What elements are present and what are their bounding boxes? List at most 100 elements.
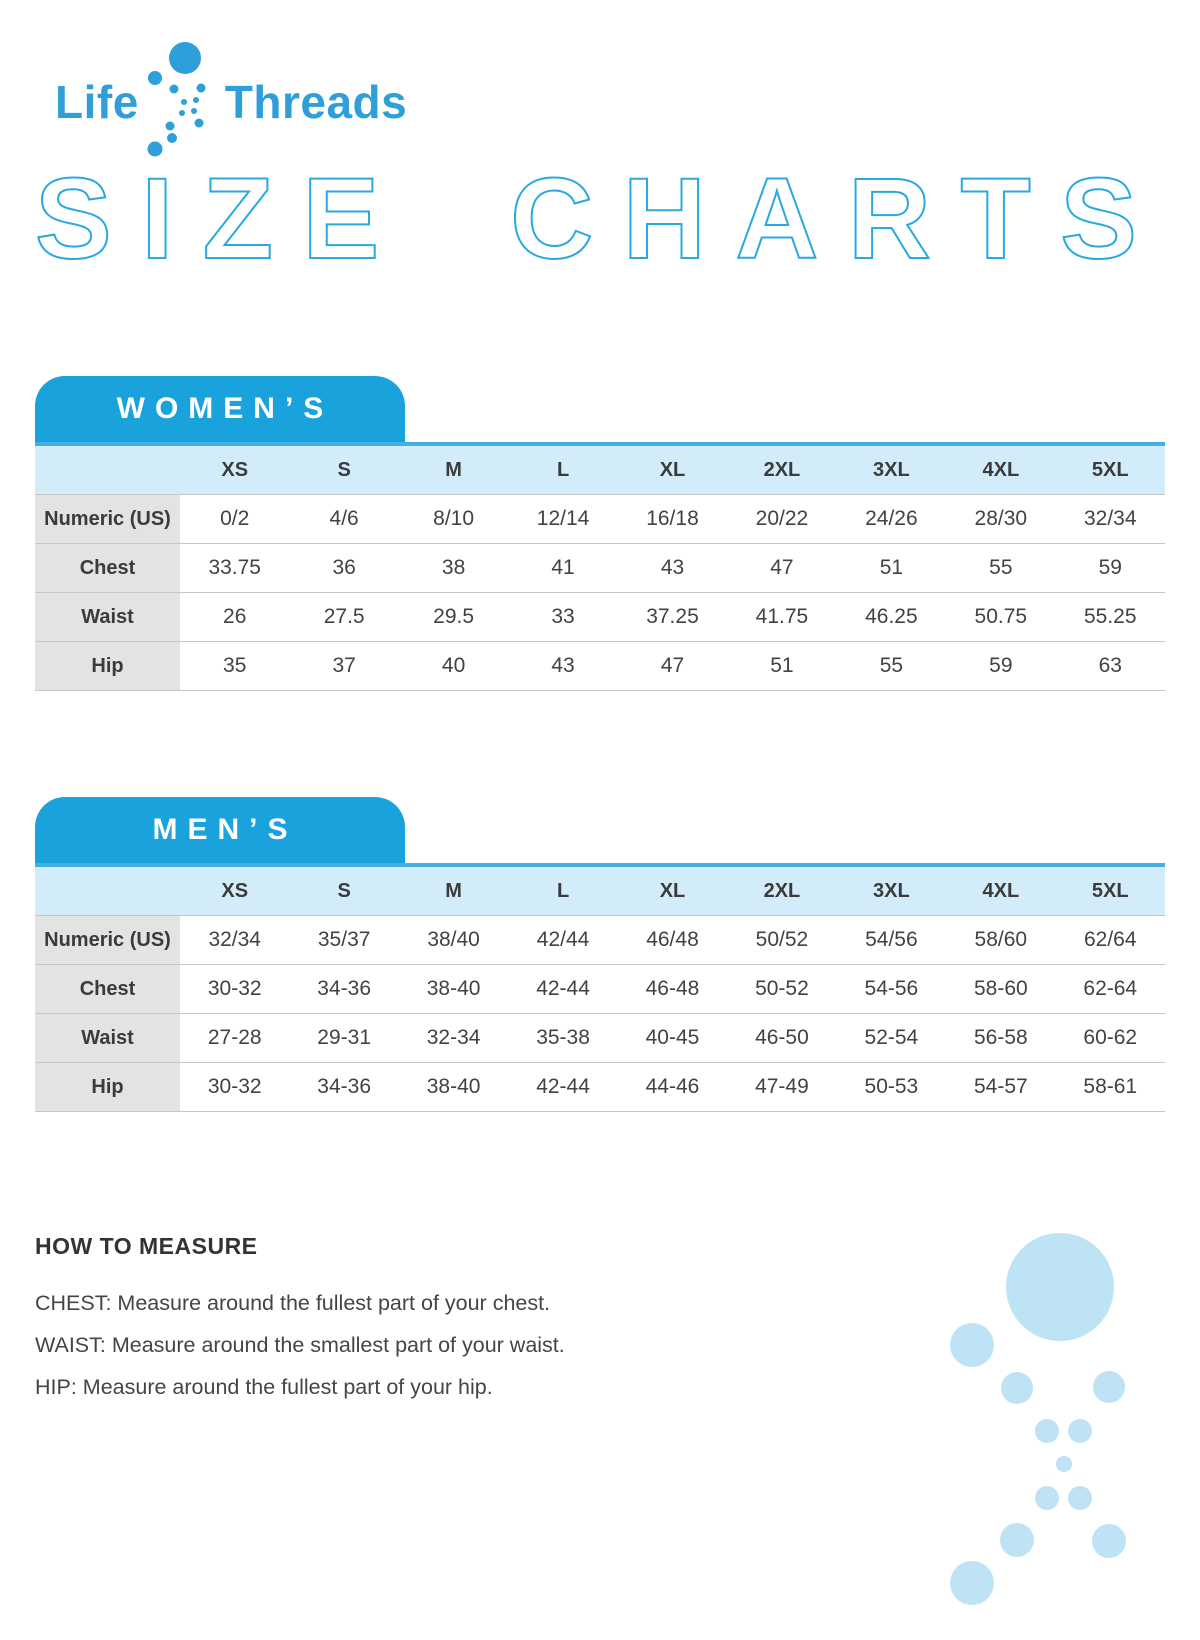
size-column-header: 5XL	[1055, 867, 1165, 915]
size-cell: 58/60	[946, 915, 1056, 964]
size-column-header: 3XL	[836, 446, 947, 494]
size-cell: 44-46	[617, 1062, 728, 1111]
brand-logo: Life Threads	[55, 40, 1200, 164]
size-column-header: M	[398, 867, 509, 915]
row-label: Hip	[35, 1062, 180, 1111]
decorative-dna-dots-icon	[950, 1233, 1126, 1605]
size-column-header: L	[508, 446, 618, 494]
size-column-header: XS	[180, 446, 290, 494]
size-cell: 46-50	[727, 1013, 837, 1062]
size-cell: 0/2	[180, 494, 290, 543]
size-cell: 38-40	[398, 1062, 509, 1111]
size-column-header: 4XL	[946, 446, 1056, 494]
size-cell: 30-32	[180, 1062, 290, 1111]
size-cell: 55	[946, 543, 1056, 592]
header-corner-cell	[35, 867, 180, 915]
size-column-header: 3XL	[836, 867, 947, 915]
row-label: Numeric (US)	[35, 494, 180, 543]
size-cell: 37	[289, 641, 399, 690]
size-cell: 30-32	[180, 964, 290, 1013]
size-column-header: XL	[617, 446, 728, 494]
page-title: SIZE CHARTS	[33, 154, 1163, 284]
size-cell: 27-28	[180, 1013, 290, 1062]
size-cell: 28/30	[946, 494, 1056, 543]
measure-instruction-hip: HIP: Measure around the fullest part of …	[35, 1375, 493, 1399]
size-cell: 29-31	[289, 1013, 399, 1062]
size-cell: 50/52	[727, 915, 837, 964]
brand-word-life: Life	[55, 76, 139, 128]
size-cell: 41.75	[727, 592, 837, 641]
size-cell: 60-62	[1055, 1013, 1165, 1062]
measure-instruction-waist: WAIST: Measure around the smallest part …	[35, 1333, 565, 1357]
mens-tab: MEN’S	[35, 797, 405, 863]
size-cell: 52-54	[836, 1013, 947, 1062]
row-label: Hip	[35, 641, 180, 690]
size-cell: 32/34	[1055, 494, 1165, 543]
size-cell: 33	[508, 592, 618, 641]
size-cell: 32-34	[398, 1013, 509, 1062]
size-cell: 47-49	[727, 1062, 837, 1111]
size-cell: 35/37	[289, 915, 399, 964]
size-cell: 43	[617, 543, 728, 592]
header-corner-cell	[35, 446, 180, 494]
size-cell: 37.25	[617, 592, 728, 641]
size-cell: 55	[836, 641, 947, 690]
size-cell: 46/48	[617, 915, 728, 964]
size-cell: 35-38	[508, 1013, 618, 1062]
size-cell: 50-53	[836, 1062, 947, 1111]
row-label: Waist	[35, 1013, 180, 1062]
size-cell: 51	[727, 641, 837, 690]
size-cell: 12/14	[508, 494, 618, 543]
size-cell: 62-64	[1055, 964, 1165, 1013]
size-cell: 50-52	[727, 964, 837, 1013]
size-cell: 47	[727, 543, 837, 592]
size-cell: 42-44	[508, 1062, 618, 1111]
size-column-header: L	[508, 867, 618, 915]
size-cell: 27.5	[289, 592, 399, 641]
size-cell: 58-60	[946, 964, 1056, 1013]
measure-instruction-chest: CHEST: Measure around the fullest part o…	[35, 1291, 551, 1315]
size-cell: 40-45	[617, 1013, 728, 1062]
size-column-header: 5XL	[1055, 446, 1165, 494]
size-cell: 41	[508, 543, 618, 592]
size-cell: 33.75	[180, 543, 290, 592]
size-cell: 47	[617, 641, 728, 690]
size-cell: 35	[180, 641, 290, 690]
size-column-header: XL	[617, 867, 728, 915]
row-label: Waist	[35, 592, 180, 641]
size-cell: 20/22	[727, 494, 837, 543]
size-cell: 40	[398, 641, 509, 690]
page-title-text: SIZE CHARTS	[35, 172, 1161, 272]
womens-size-table: WOMEN’S XS S M L XL 2XL 3XL 4XL 5XL Nume…	[35, 376, 1165, 691]
size-cell: 54-57	[946, 1062, 1056, 1111]
size-cell: 42-44	[508, 964, 618, 1013]
size-cell: 38	[398, 543, 509, 592]
size-cell: 55.25	[1055, 592, 1165, 641]
brand-word-threads: Threads	[224, 76, 408, 128]
size-cell: 54/56	[836, 915, 947, 964]
dna-dots-logo-icon	[147, 42, 206, 157]
size-cell: 34-36	[289, 1062, 399, 1111]
size-column-header: 4XL	[946, 867, 1056, 915]
row-label: Numeric (US)	[35, 915, 180, 964]
mens-size-table: MEN’S XS S M L XL 2XL 3XL 4XL 5XL Numeri…	[35, 797, 1165, 1112]
size-cell: 58-61	[1055, 1062, 1165, 1111]
size-cell: 59	[946, 641, 1056, 690]
size-column-header: 2XL	[727, 446, 837, 494]
mens-size-grid: XS S M L XL 2XL 3XL 4XL 5XL Numeric (US)…	[35, 863, 1165, 1112]
womens-tab: WOMEN’S	[35, 376, 405, 442]
womens-tab-label: WOMEN’S	[116, 392, 334, 425]
size-column-header: S	[289, 446, 399, 494]
size-cell: 38-40	[398, 964, 509, 1013]
size-column-header: XS	[180, 867, 290, 915]
size-cell: 51	[836, 543, 947, 592]
size-cell: 43	[508, 641, 618, 690]
size-cell: 4/6	[289, 494, 399, 543]
size-cell: 63	[1055, 641, 1165, 690]
size-cell: 62/64	[1055, 915, 1165, 964]
row-label: Chest	[35, 543, 180, 592]
size-cell: 59	[1055, 543, 1165, 592]
size-column-header: S	[289, 867, 399, 915]
size-cell: 54-56	[836, 964, 947, 1013]
size-cell: 50.75	[946, 592, 1056, 641]
